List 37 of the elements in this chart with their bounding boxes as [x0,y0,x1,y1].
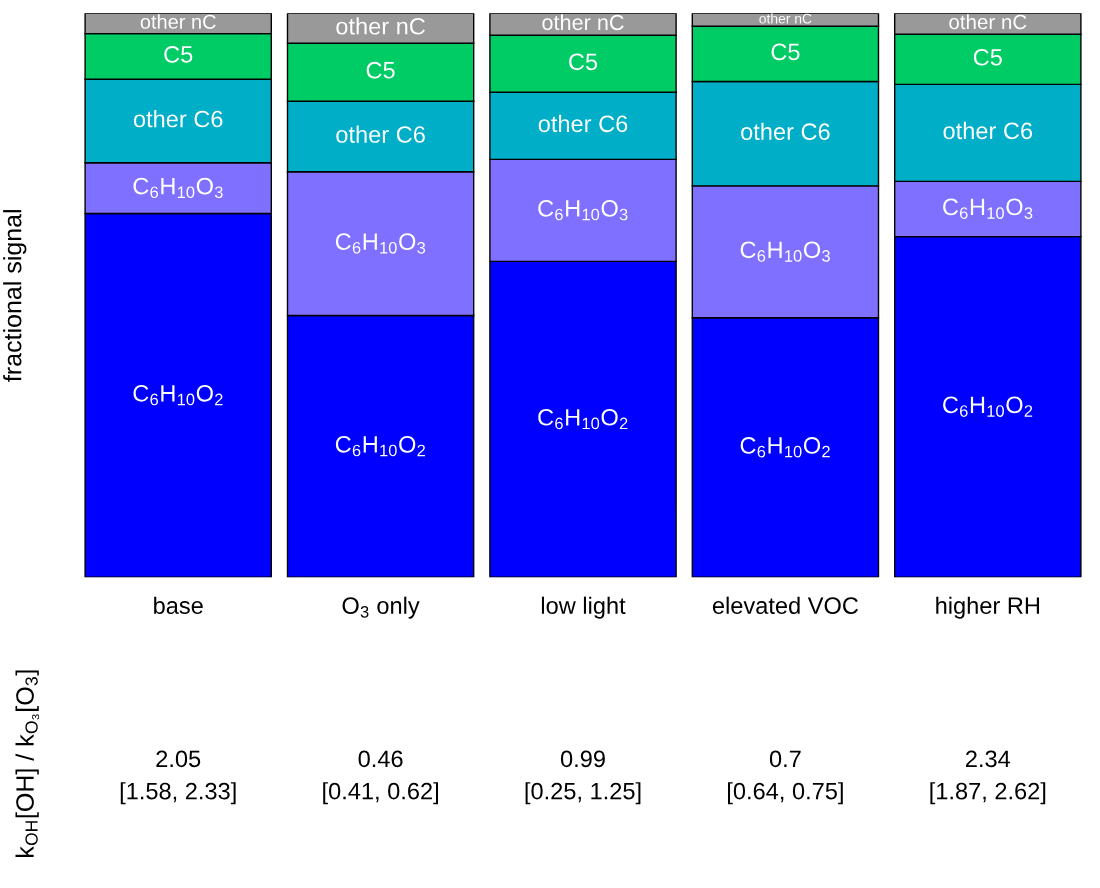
text: C5 [569,53,598,71]
text: C5 [973,48,1002,66]
series-label: C$_{6}$H$_{10}$O$_{2}$ [133,384,223,406]
text: C$_{6}$H$_{10}$O$_{2}$ [538,408,628,430]
text: C$_{6}$H$_{10}$O$_{2}$ [740,437,830,458]
text: 2.34 [1.87, 2.62] [930,750,1046,805]
text: 0.7 [0.64, 0.75] [728,750,843,805]
text: other nC [140,14,216,29]
series-label: C$_{6}$H$_{10}$O$_{3}$ [133,177,223,199]
text: other C6 [741,122,830,141]
text: C$_{6}$H$_{10}$O$_{3}$ [538,199,628,221]
series-label: other C6 [538,114,628,133]
text: 2.05 [1.58, 2.33] [120,750,236,805]
text: 0.99 [0.25, 1.25] [525,750,641,805]
series-label: C5 [164,46,193,63]
text: other nC [542,14,624,31]
x-tick-label: low light [541,596,626,619]
text: other C6 [943,121,1033,140]
x-tick-label: O$_{3}$ only [342,596,420,619]
text: other C6 [133,110,223,128]
text: k$_{OH}$[OH] / k$_{O₃}$[O$_{3}$] [15,670,40,857]
text: C$_{6}$H$_{10}$O$_{3}$ [740,241,830,262]
text: C5 [771,43,800,61]
text: C$_{6}$H$_{10}$O$_{3}$ [335,233,426,254]
text: C$_{6}$H$_{10}$O$_{2}$ [335,435,425,457]
text: C$_{6}$H$_{10}$O$_{3}$ [943,198,1033,219]
text: other nC [949,14,1027,30]
y-axis-title: fractional signal [3,210,27,382]
text: 0.46 [0.41, 0.62] [323,750,438,805]
x-tick-label: higher RH [936,596,1040,619]
x-tick-label: elevated VOC [712,596,858,614]
x-tick-label: base [154,596,203,614]
text: C5 [366,61,395,79]
text: C$_{6}$H$_{10}$O$_{2}$ [943,396,1033,417]
text: other nC [336,17,425,35]
text: other C6 [336,125,425,143]
series-label: other nC [759,13,812,24]
